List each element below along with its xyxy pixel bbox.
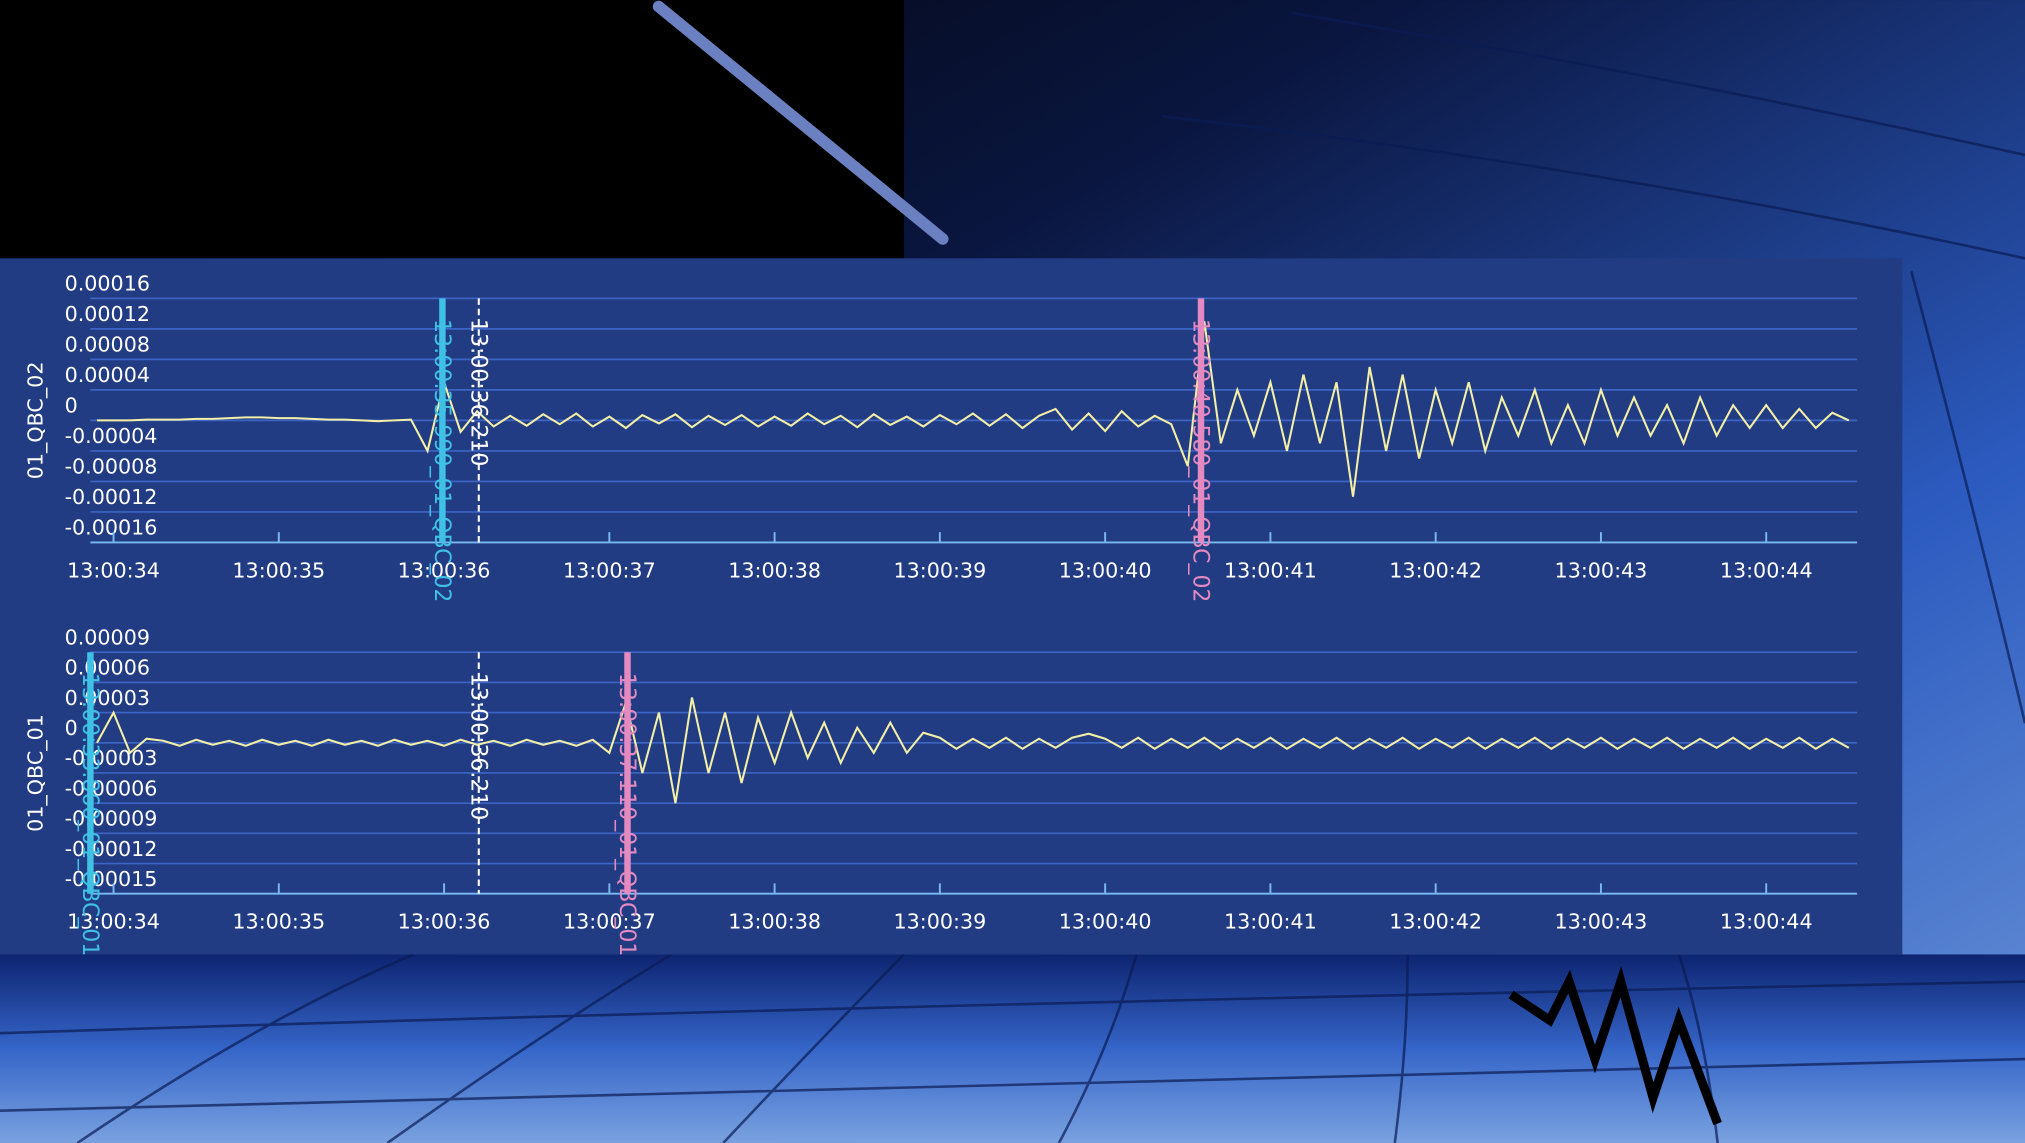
- y-tick-label: 0.00009: [65, 625, 150, 649]
- y-tick-label: -0.00012: [65, 485, 158, 509]
- x-tick-label: 13:00:39: [893, 558, 986, 582]
- pick-label: 13:00:35.990_01_QBC_02: [429, 319, 454, 602]
- x-tick-label: 13:00:40: [1059, 558, 1152, 582]
- y-tick-label: 0.00012: [65, 302, 150, 326]
- pick-label: 13:00:40.580_01_QBC_02: [1188, 319, 1213, 602]
- dark-area: [0, 0, 904, 258]
- x-tick-label: 13:00:43: [1555, 910, 1648, 934]
- x-tick-label: 13:00:41: [1224, 558, 1317, 582]
- x-tick-label: 13:00:40: [1059, 910, 1152, 934]
- x-tick-label: 13:00:42: [1389, 558, 1482, 582]
- y-tick-label: 0: [65, 394, 78, 418]
- pick-label: 13:00:36.210: [465, 319, 490, 466]
- x-tick-label: 13:00:35: [232, 558, 325, 582]
- panel: [0, 258, 1902, 954]
- x-tick-label: 13:00:39: [893, 910, 986, 934]
- x-tick-label: 13:00:36: [398, 910, 491, 934]
- x-tick-label: 13:00:38: [728, 558, 821, 582]
- y-tick-label: -0.00004: [65, 424, 158, 448]
- y-tick-label: 0.00004: [65, 363, 150, 387]
- y-tick-label: 0.00016: [65, 272, 150, 296]
- y-tick-label: -0.00008: [65, 455, 158, 479]
- pick-label: 13:00:33.860_01_QBC_01: [77, 673, 102, 956]
- x-tick-label: 13:00:35: [232, 910, 325, 934]
- y-axis-label: 01_QBC_02: [24, 362, 48, 480]
- page: {"chart_data": [ {"type": "line", "y_lab…: [0, 0, 2025, 1143]
- x-tick-label: 13:00:42: [1389, 910, 1482, 934]
- x-tick-label: 13:00:41: [1224, 910, 1317, 934]
- screen: 0.00016 0.00012 0.00008 0.00004 0 -0.00004 -0.…: [0, 0, 2025, 1143]
- x-tick-label: 13:00:34: [67, 558, 160, 582]
- x-tick-label: 13:00:38: [728, 910, 821, 934]
- x-tick-label: 13:00:44: [1720, 558, 1813, 582]
- pick-label: 13:00:37.110_01_QBC_01: [614, 673, 639, 956]
- y-tick-label: 0.00008: [65, 333, 150, 357]
- pick-label: 13:00:36.210: [465, 673, 490, 820]
- x-tick-label: 13:00:37: [563, 558, 656, 582]
- x-tick-label: 13:00:44: [1720, 910, 1813, 934]
- y-axis-label: 01_QBC_01: [24, 714, 48, 832]
- y-tick-label: 0: [65, 716, 78, 740]
- y-tick-label: -0.00016: [65, 516, 158, 540]
- x-tick-label: 13:00:37: [563, 910, 656, 934]
- paper: [0, 954, 2025, 1143]
- x-tick-label: 13:00:43: [1555, 558, 1648, 582]
